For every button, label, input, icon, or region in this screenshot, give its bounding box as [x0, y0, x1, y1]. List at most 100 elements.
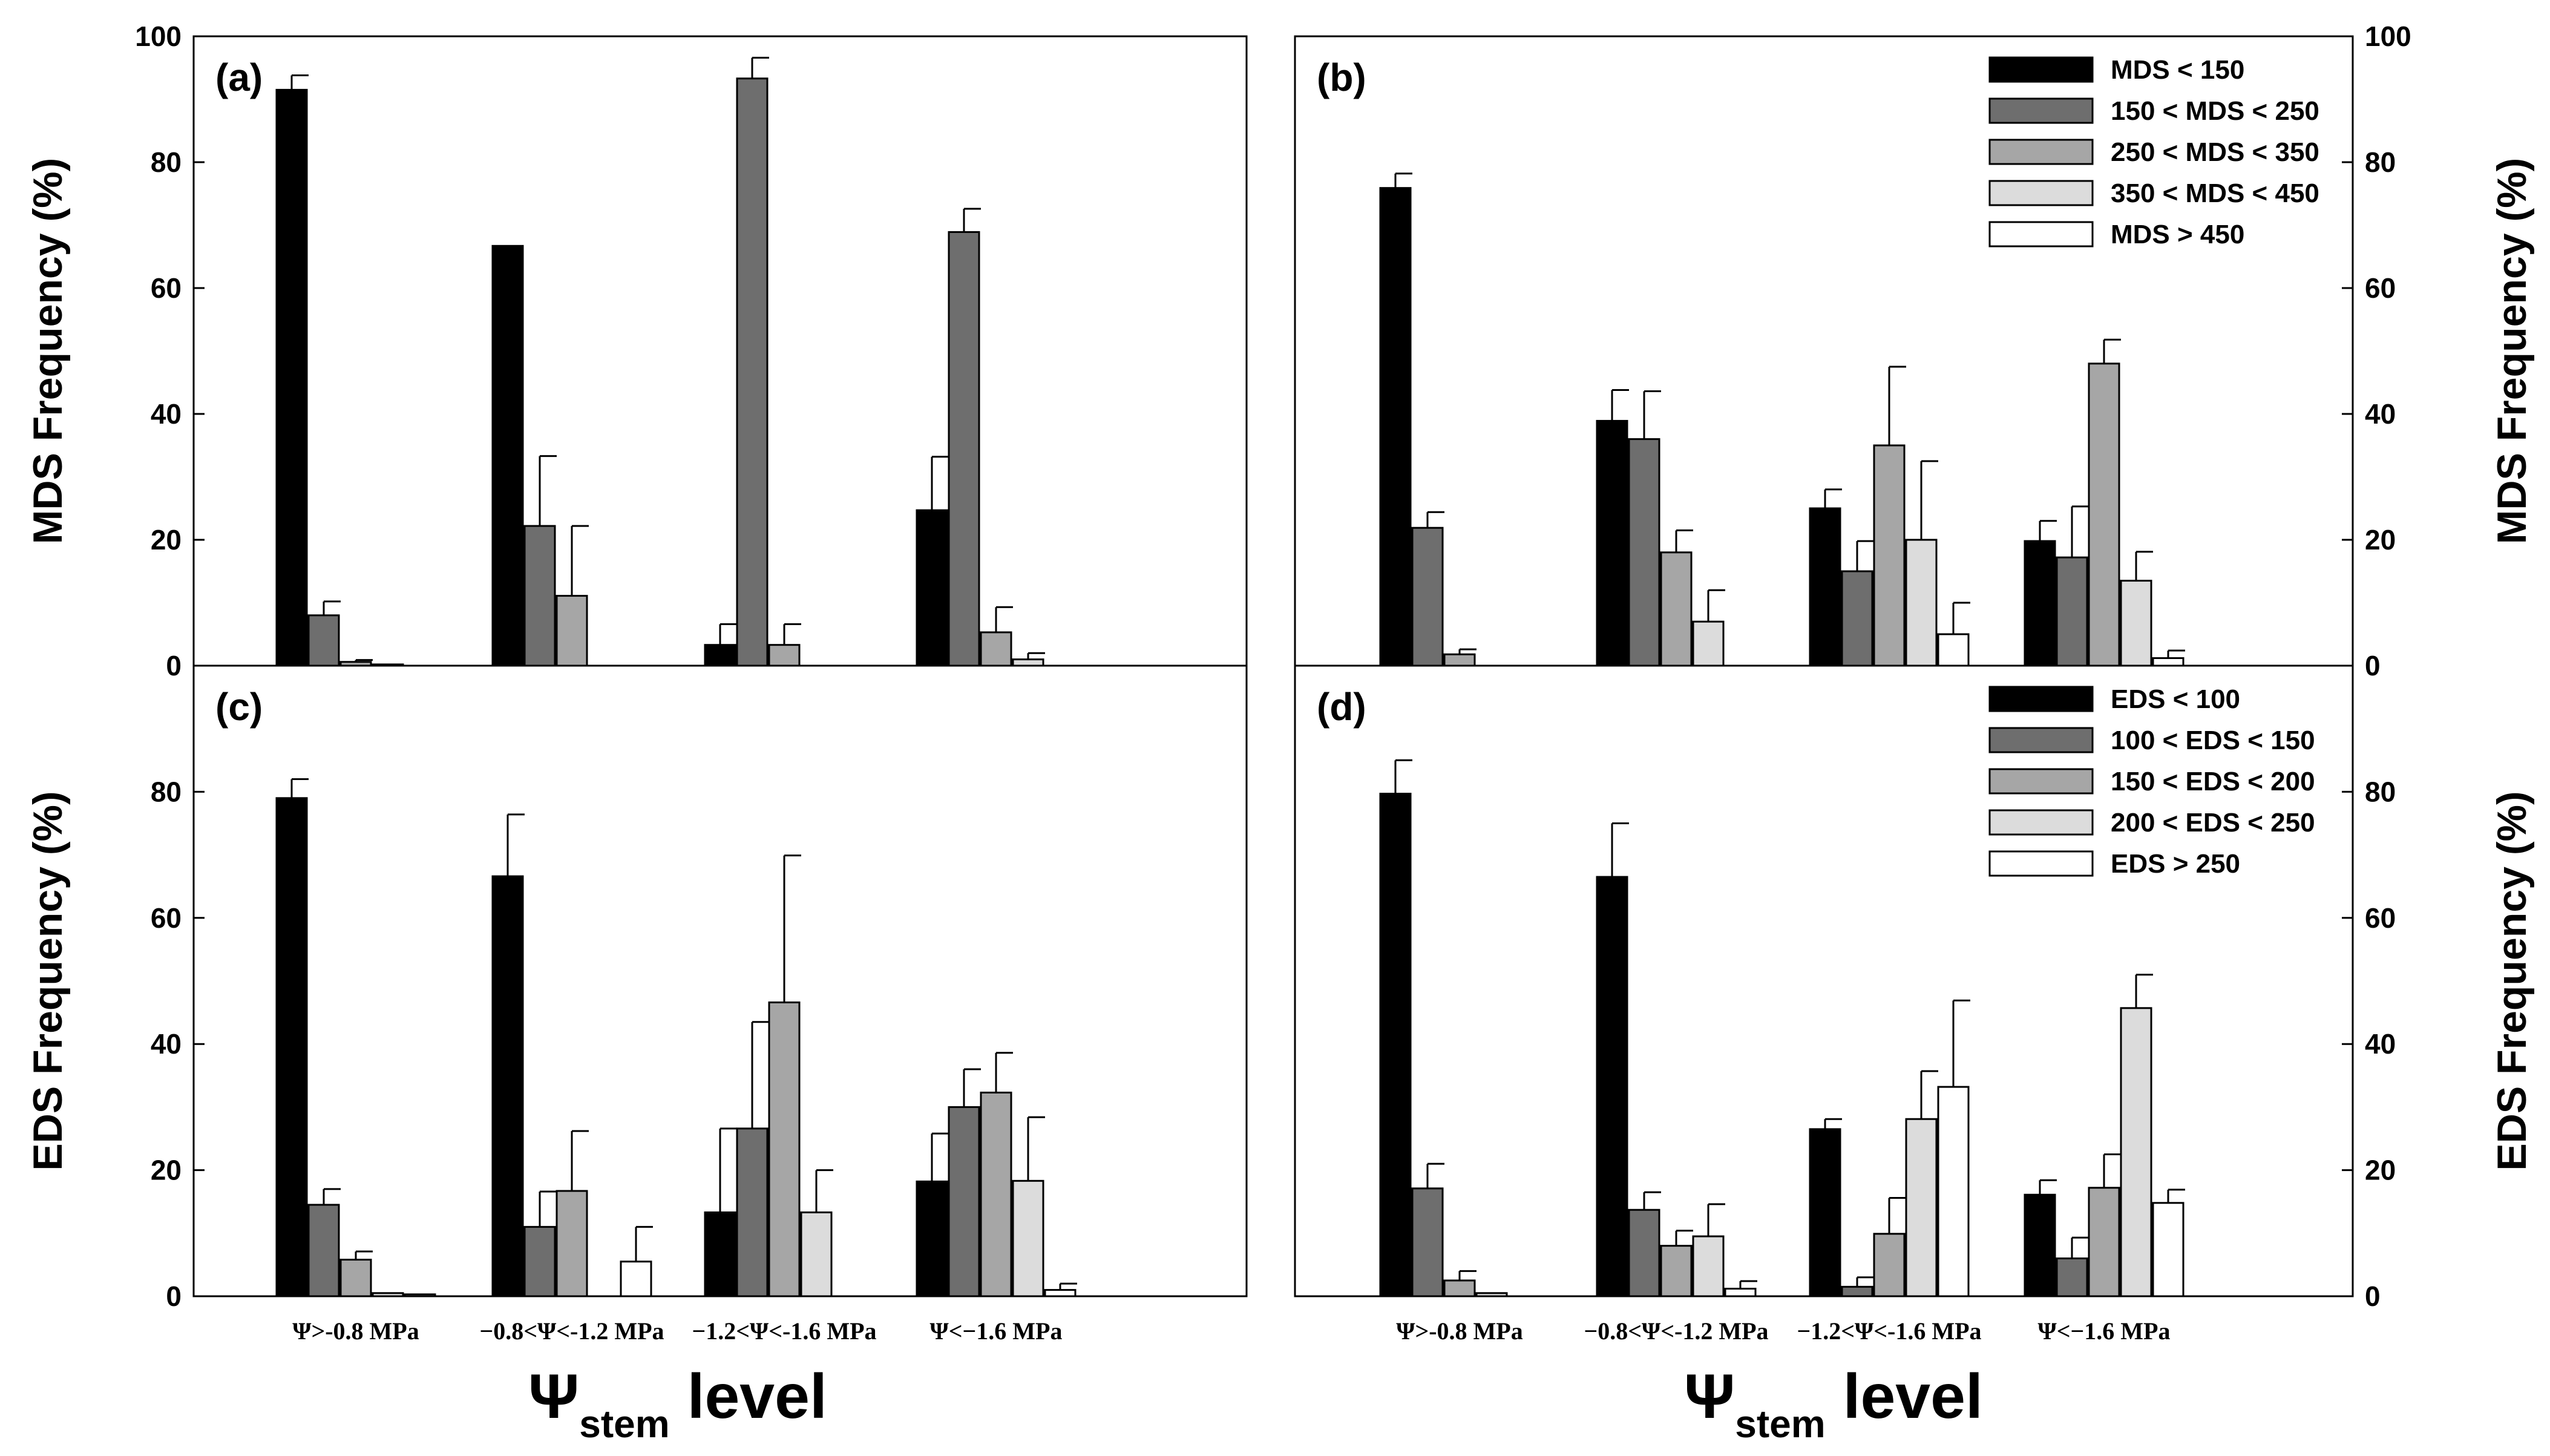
- legend-swatch: [1988, 850, 2094, 877]
- bar: [1905, 539, 1938, 667]
- x-title-rest: level: [1826, 1362, 1983, 1432]
- bar: [307, 614, 340, 667]
- bar: [1596, 419, 1628, 667]
- x-title-subscript: stem: [1735, 1402, 1825, 1446]
- bar: [1012, 658, 1044, 667]
- bar: [1692, 620, 1725, 667]
- legend-entry: 150 < EDS < 200: [2111, 767, 2315, 796]
- bar: [523, 525, 556, 667]
- y-tick-label: 40: [151, 1028, 182, 1060]
- legend-entry: 200 < EDS < 250: [2111, 808, 2315, 838]
- bar: [1411, 526, 1444, 667]
- y-tick-label: 40: [2365, 398, 2396, 430]
- y-tick-label: 0: [166, 650, 182, 681]
- bar: [1379, 187, 1412, 667]
- legend-entry: 150 < MDS < 250: [2111, 96, 2319, 126]
- bar: [948, 231, 980, 667]
- legend-swatch: [1988, 139, 2094, 165]
- bar: [556, 595, 588, 667]
- legend-swatch: [1988, 809, 2094, 836]
- panel-label: (d): [1317, 685, 1366, 729]
- y-tick-label: 20: [2365, 524, 2396, 556]
- bar: [736, 77, 769, 667]
- bar: [2056, 1257, 2088, 1297]
- x-category-label: −0.8<Ψ<-1.2 MPa: [479, 1317, 664, 1345]
- bar: [620, 1261, 652, 1297]
- bar: [1628, 1208, 1660, 1297]
- y-tick-label: 60: [151, 272, 182, 304]
- y-axis-title: MDS Frequency (%): [2489, 158, 2535, 545]
- panel-d: 0 20 40 60 80 (d) Ψ>-0.8 MPa −0.8<Ψ<-1.2 MPa −1.…: [1294, 664, 2535, 1345]
- bar: [1379, 793, 1412, 1297]
- bar: [307, 1204, 340, 1297]
- y-tick-label: 100: [135, 21, 182, 52]
- bar: [1411, 1187, 1444, 1297]
- bar: [1937, 633, 1970, 667]
- bar: [1724, 1287, 1757, 1297]
- bar: [2024, 540, 2056, 667]
- bar: [275, 797, 308, 1297]
- bar: [1692, 1235, 1725, 1297]
- legend-entry: EDS > 250: [2111, 849, 2240, 879]
- x-axis-title-left: Ψstem level: [528, 1362, 827, 1446]
- bar: [2056, 556, 2088, 667]
- bar: [1841, 1285, 1873, 1297]
- y-tick-label: 0: [2365, 1281, 2381, 1312]
- x-category-label: Ψ>-0.8 MPa: [1396, 1317, 1523, 1345]
- legend-swatch: [1988, 180, 2094, 206]
- bar: [768, 644, 801, 667]
- bar: [404, 1293, 436, 1297]
- legend-swatch: [1988, 97, 2094, 124]
- bar: [491, 875, 524, 1297]
- y-tick-label: 20: [2365, 1155, 2396, 1186]
- bar: [800, 1211, 833, 1297]
- y-tick-label: 20: [151, 524, 182, 556]
- bar: [372, 1292, 404, 1297]
- bar: [1905, 1118, 1938, 1297]
- bar: [948, 1106, 980, 1297]
- bar: [556, 1190, 588, 1297]
- bar: [1012, 1179, 1044, 1297]
- bar: [736, 1127, 769, 1297]
- y-axis-title: EDS Frequency (%): [25, 791, 71, 1170]
- y-tick-label: 60: [2365, 272, 2396, 304]
- legend-entry: MDS > 450: [2111, 220, 2244, 249]
- bar: [2120, 1007, 2152, 1297]
- legend-swatch: [1988, 56, 2094, 83]
- bar: [1660, 1245, 1693, 1297]
- bar: [2152, 657, 2185, 667]
- x-category-label: Ψ<−1.6 MPa: [2038, 1317, 2171, 1345]
- x-title-symbol: Ψ: [1684, 1362, 1735, 1432]
- y-tick-label: 80: [2365, 776, 2396, 807]
- x-category-label: Ψ<−1.6 MPa: [930, 1317, 1063, 1345]
- bar: [980, 631, 1012, 667]
- panel-label: (a): [215, 56, 263, 99]
- bar: [916, 509, 948, 667]
- y-tick-label: 80: [151, 146, 182, 178]
- y-tick-label: 80: [151, 776, 182, 807]
- bar: [1596, 876, 1628, 1297]
- legend-swatch: [1988, 768, 2094, 795]
- y-axis-title: MDS Frequency (%): [25, 158, 71, 545]
- bar: [1628, 438, 1660, 667]
- legend-swatch: [1988, 727, 2094, 753]
- bar: [1937, 1086, 1970, 1297]
- panel-c: 0 20 40 60 80 (c) Ψ>-0.8 MPa −0.8<Ψ<-1.2 MPa −1.…: [25, 664, 1248, 1345]
- bar: [2088, 1187, 2120, 1297]
- bar: [275, 88, 308, 667]
- bar: [704, 644, 736, 667]
- bar: [768, 1001, 801, 1297]
- panel-a: 0 20 40 60 80 100 (a) MDS Frequency (%): [25, 21, 1248, 681]
- bar: [916, 1180, 948, 1297]
- legend-swatch: [1988, 221, 2094, 248]
- panel-frame: [192, 35, 1248, 667]
- legend-swatch: [1988, 686, 2094, 712]
- bar: [1809, 1128, 1841, 1297]
- bar: [1660, 551, 1693, 667]
- legend-entry: 100 < EDS < 150: [2111, 726, 2315, 755]
- legend-entry: MDS < 150: [2111, 55, 2244, 85]
- x-title-rest: level: [670, 1362, 827, 1432]
- x-category-label: −1.2<Ψ<-1.6 MPa: [692, 1317, 876, 1345]
- bar: [1873, 1233, 1906, 1297]
- bar: [339, 1259, 372, 1297]
